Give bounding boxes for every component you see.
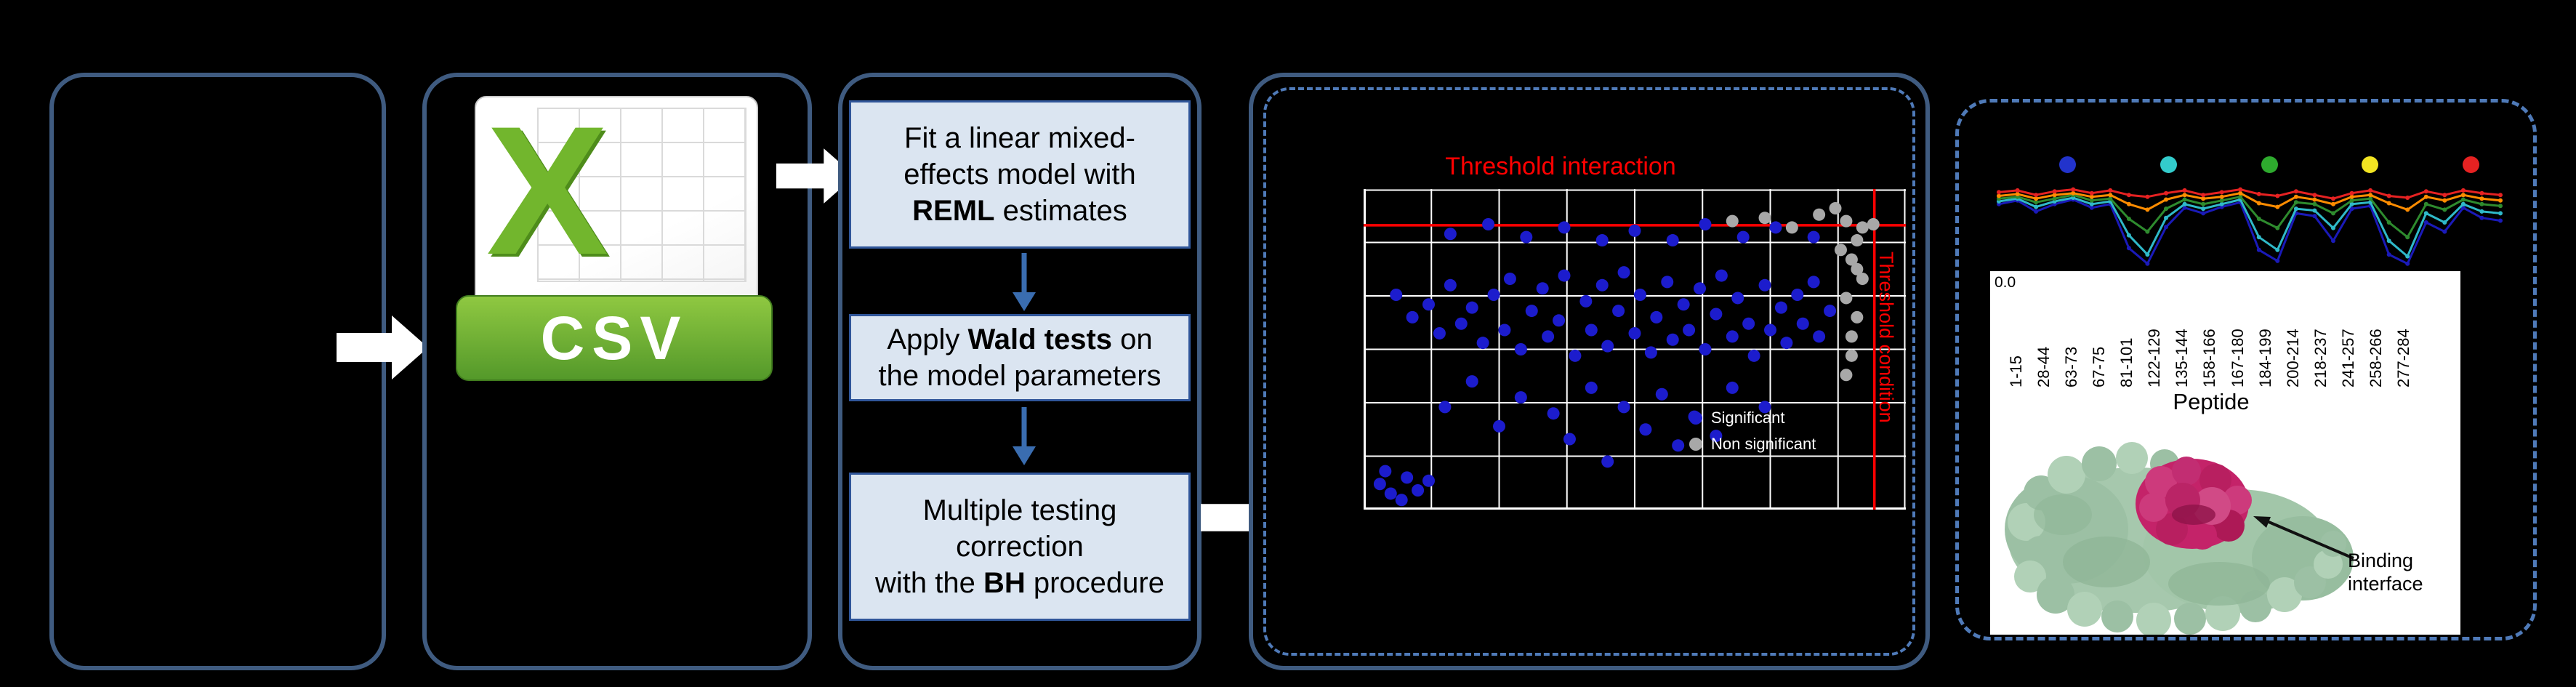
step1-bold: REML bbox=[912, 195, 995, 227]
binding-label-line2: interface bbox=[2348, 573, 2423, 595]
peptide-tick-label: 258-266 bbox=[2366, 329, 2385, 387]
peptide-tick-label: 28-44 bbox=[2034, 346, 2053, 387]
y-axis-zero-label: 0.0 bbox=[1995, 274, 2016, 291]
spreadsheet-grid bbox=[537, 108, 746, 282]
peptide-tick-label: 184-199 bbox=[2255, 329, 2274, 387]
process-step-reml: Fit a linear mixed- effects model with R… bbox=[849, 100, 1191, 249]
peptide-tick-label: 167-180 bbox=[2228, 329, 2247, 387]
binding-label-line1: Binding bbox=[2348, 550, 2414, 571]
legend-item: Significant bbox=[1689, 409, 1816, 427]
peptide-axis-labels: 1-15 28-44 63-73 67-75 81-101 122-129 135-144 1… bbox=[2007, 277, 2412, 387]
binding-interface-label: Binding interface bbox=[2348, 549, 2464, 596]
protein-structure bbox=[2005, 442, 2354, 635]
process-step-reml-text: Fit a linear mixed- effects model with R… bbox=[903, 120, 1135, 229]
peptide-tick-label: 277-284 bbox=[2394, 329, 2412, 387]
timepoint-dot bbox=[2059, 156, 2076, 173]
peptide-tick-label: 241-257 bbox=[2338, 329, 2357, 387]
legend-label: Non significant bbox=[1711, 435, 1816, 453]
csv-label: CSV bbox=[540, 303, 688, 372]
peptide-tick-label: 135-144 bbox=[2173, 329, 2191, 387]
step2-post: on the model parameters bbox=[878, 324, 1162, 392]
peptide-tick-label: 67-75 bbox=[2090, 346, 2109, 387]
peptide-tick-label: 218-237 bbox=[2311, 329, 2330, 387]
step1-post: estimates bbox=[994, 195, 1127, 227]
flow-arrow-1 bbox=[337, 316, 428, 379]
legend-label: Significant bbox=[1711, 409, 1785, 427]
peptide-tick-label: 200-214 bbox=[2283, 329, 2302, 387]
binding-arrow-head bbox=[2253, 516, 2271, 528]
legend-swatch bbox=[1689, 411, 1702, 425]
input-panel bbox=[49, 73, 386, 670]
timepoint-dot bbox=[2160, 156, 2177, 173]
scatter-legend: Significant Non significant bbox=[1689, 409, 1816, 454]
binding-arrow-line bbox=[2261, 518, 2354, 560]
step1-pre: Fit a linear mixed- effects model with bbox=[903, 122, 1136, 190]
csv-ribbon: CSV bbox=[456, 295, 773, 381]
threshold-interaction-label: Threshold interaction bbox=[1445, 153, 1676, 180]
step3-post: procedure bbox=[1025, 567, 1164, 599]
peptide-tick-label: 63-73 bbox=[2062, 346, 2081, 387]
process-step-bh: Multiple testing correction with the BH … bbox=[849, 473, 1191, 621]
uptake-line-chart bbox=[1997, 187, 2503, 266]
peptide-tick-label: 122-129 bbox=[2145, 329, 2164, 387]
scatter-panel: Threshold interaction Threshold conditio… bbox=[1249, 73, 1930, 670]
peptide-axis-title: Peptide bbox=[2173, 389, 2250, 414]
down-arrow-1 bbox=[1013, 253, 1036, 311]
down-arrow-2 bbox=[1013, 407, 1036, 465]
timepoint-dot bbox=[2261, 156, 2278, 173]
peptide-tick-label: 81-101 bbox=[2117, 337, 2136, 387]
timepoint-dots bbox=[2059, 156, 2479, 173]
timepoint-dot bbox=[2463, 156, 2479, 173]
process-step-wald: Apply Wald tests on the model parameters bbox=[849, 314, 1191, 401]
csv-file-icon: X CSV bbox=[456, 89, 773, 384]
step2-bold: Wald tests bbox=[967, 324, 1113, 355]
scatter-chart bbox=[1364, 189, 1906, 510]
peptide-panel: 0.0 1-15 28-44 63-73 67-75 81-101 122-129 135-… bbox=[1955, 99, 2537, 640]
volcano-plot: Threshold interaction Threshold conditio… bbox=[1364, 153, 1906, 510]
excel-x-logo: X bbox=[486, 89, 609, 293]
legend-swatch bbox=[1689, 438, 1702, 451]
peptide-axis-panel: 0.0 1-15 28-44 63-73 67-75 81-101 122-129 135-… bbox=[1990, 271, 2460, 635]
csv-panel: X CSV bbox=[422, 73, 812, 670]
peptide-tick-label: 1-15 bbox=[2007, 355, 2025, 387]
flow-arrow-2 bbox=[776, 148, 856, 204]
threshold-condition-label: Threshold condition bbox=[1875, 252, 1897, 423]
timepoint-dot bbox=[2362, 156, 2379, 173]
model-panel: Fit a linear mixed- effects model with R… bbox=[838, 73, 1202, 670]
step2-pre: Apply bbox=[887, 324, 968, 355]
peptide-tick-label: 158-166 bbox=[2200, 329, 2219, 387]
legend-item: Non significant bbox=[1689, 435, 1816, 454]
step3-bold: BH bbox=[983, 567, 1026, 599]
process-step-wald-text: Apply Wald tests on the model parameters bbox=[878, 321, 1161, 394]
process-step-bh-text: Multiple testing correction with the BH … bbox=[875, 492, 1164, 601]
step3-pre: Multiple testing correction with the bbox=[875, 494, 1117, 599]
